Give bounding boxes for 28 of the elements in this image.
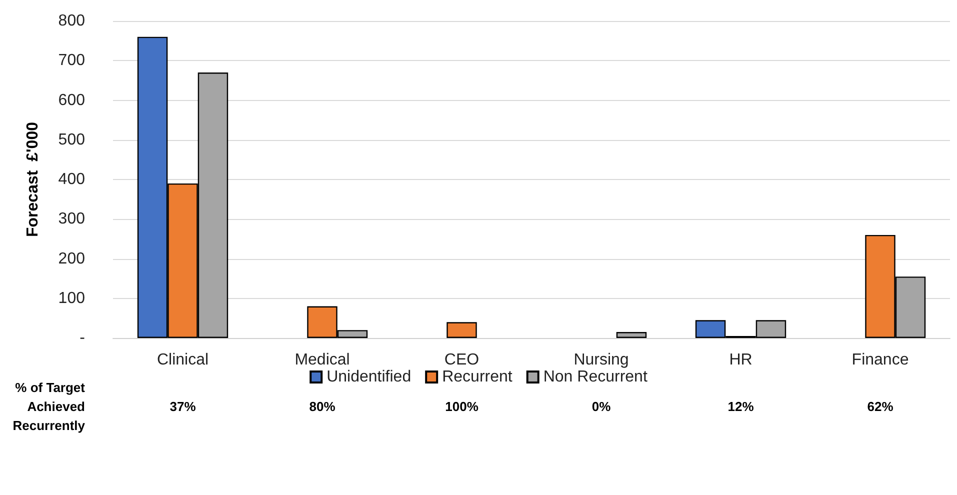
x-tick-label: Clinical [156,352,209,368]
x-tick-label: Nursing [574,352,629,368]
text: 62% [866,399,894,414]
text: 0% [590,399,612,414]
y-tick-label: 300 [58,210,86,228]
legend-label: Recurrent [442,368,513,386]
y-tick-label: 700 [58,52,86,70]
y-tick-label: 500 [58,131,86,148]
y-axis-title: Forecast £'000 [24,122,42,237]
y-tick-label: 600 [58,92,86,109]
bar [616,332,647,338]
text: 80% [308,399,336,414]
text: % of Target Achieved Recurrently [12,379,85,435]
y-tick-label: 800 [58,12,86,30]
y-tick-label: - [80,330,85,346]
y-tick-label: 200 [58,250,86,268]
x-tick-label: CEO [444,352,480,368]
text: 100% [444,399,480,414]
text: 12% [726,399,755,414]
y-tick-label: 100 [58,290,86,307]
x-tick-label: Finance [852,352,909,368]
x-tick-label: Medical [294,352,350,368]
y-tick-label: 400 [58,171,86,188]
legend-label: Non Recurrent [543,368,648,386]
text: 37% [168,399,197,414]
bar [446,322,477,338]
x-tick-label: HR [729,352,752,368]
legend-label: Unidentified [326,368,412,386]
